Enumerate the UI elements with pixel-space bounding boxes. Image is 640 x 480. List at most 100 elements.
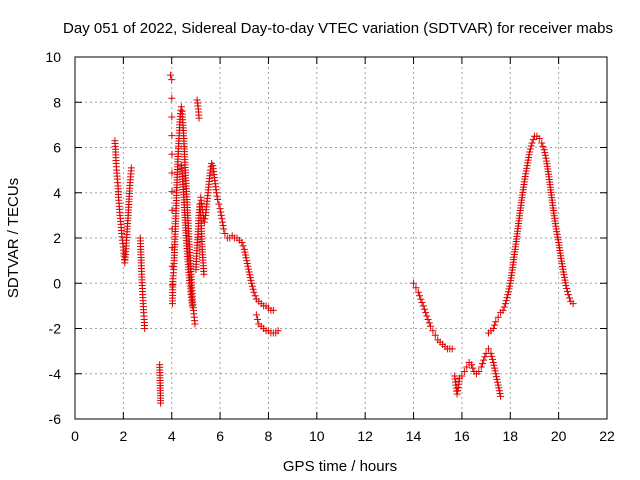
data-point xyxy=(539,142,547,150)
data-point xyxy=(200,270,208,278)
data-point xyxy=(201,215,209,223)
grid-lines xyxy=(75,57,607,419)
data-point xyxy=(269,306,277,314)
x-tick-label: 6 xyxy=(216,428,224,444)
data-point xyxy=(488,352,496,360)
data-point xyxy=(239,242,247,250)
data-point xyxy=(252,311,260,319)
data-point xyxy=(219,218,227,226)
data-point xyxy=(491,321,499,329)
data-point xyxy=(448,345,456,353)
data-point xyxy=(463,363,471,371)
data-point xyxy=(431,331,439,339)
data-point xyxy=(200,218,208,226)
data-point xyxy=(453,390,461,398)
data-point xyxy=(425,319,433,327)
data-point xyxy=(480,356,488,364)
data-point xyxy=(492,318,500,326)
data-point xyxy=(168,132,176,140)
data-point xyxy=(167,71,175,79)
data-point xyxy=(168,94,176,102)
y-tick-label: 2 xyxy=(53,230,61,246)
data-point xyxy=(168,206,176,214)
x-tick-label: 2 xyxy=(119,428,127,444)
x-tick-label: 16 xyxy=(454,428,470,444)
data-point xyxy=(127,164,135,172)
data-points xyxy=(111,71,577,407)
data-point xyxy=(526,145,534,153)
data-point xyxy=(475,367,483,375)
data-point xyxy=(458,372,466,380)
data-point xyxy=(569,300,577,308)
x-tick-label: 22 xyxy=(599,428,615,444)
y-tick-label: 4 xyxy=(53,185,61,201)
y-tick-label: -4 xyxy=(49,366,62,382)
data-point xyxy=(213,192,221,200)
data-point xyxy=(481,353,489,361)
data-point xyxy=(526,148,534,156)
data-point xyxy=(250,288,258,296)
data-point xyxy=(499,306,507,314)
data-point xyxy=(218,215,226,223)
data-point xyxy=(221,229,229,237)
x-axis-title: GPS time / hours xyxy=(283,458,397,475)
data-point xyxy=(489,355,497,363)
data-point xyxy=(503,294,511,302)
data-point xyxy=(414,288,422,296)
data-point xyxy=(419,302,427,310)
data-point xyxy=(529,136,537,144)
data-point xyxy=(410,279,418,287)
data-point xyxy=(249,285,257,293)
data-point xyxy=(420,305,428,313)
data-point xyxy=(562,282,570,290)
data-point xyxy=(494,313,502,321)
data-point xyxy=(416,292,424,300)
data-point xyxy=(191,320,199,328)
y-tick-label: 0 xyxy=(53,275,61,291)
data-point xyxy=(426,322,434,330)
data-point xyxy=(254,315,262,323)
x-tick-label: 14 xyxy=(406,428,422,444)
data-point xyxy=(468,361,476,369)
data-point xyxy=(188,302,196,310)
y-axis-title: SDTVAR / TECUs xyxy=(5,178,22,298)
data-point xyxy=(216,205,224,213)
data-point xyxy=(422,309,430,317)
data-point xyxy=(528,139,536,147)
data-point xyxy=(251,292,259,300)
data-point xyxy=(248,282,256,290)
data-point xyxy=(214,196,222,204)
data-point xyxy=(487,349,495,357)
chart-title: Day 051 of 2022, Sidereal Day-to-day VTE… xyxy=(63,20,613,37)
data-point xyxy=(477,363,485,371)
data-point xyxy=(478,360,486,368)
data-point xyxy=(418,298,426,306)
x-tick-label: 18 xyxy=(502,428,518,444)
data-point xyxy=(274,327,282,335)
data-point xyxy=(429,327,437,335)
data-point xyxy=(212,189,220,197)
data-point xyxy=(535,134,543,142)
data-point xyxy=(217,208,225,216)
x-tick-label: 10 xyxy=(309,428,325,444)
data-point xyxy=(485,345,493,353)
x-tick-label: 20 xyxy=(551,428,567,444)
data-point xyxy=(219,222,227,230)
data-point xyxy=(454,387,462,395)
data-point xyxy=(563,285,571,293)
data-point xyxy=(502,297,510,305)
y-tick-label: 8 xyxy=(53,94,61,110)
data-point xyxy=(424,315,432,323)
data-point xyxy=(527,142,535,150)
data-point xyxy=(238,239,246,247)
data-point xyxy=(157,399,165,407)
data-point xyxy=(564,291,572,299)
data-point xyxy=(168,150,176,158)
data-point xyxy=(460,367,468,375)
data-point xyxy=(423,312,431,320)
y-tick-label: -6 xyxy=(49,411,62,427)
data-point xyxy=(141,325,149,332)
data-point xyxy=(177,103,185,111)
data-point xyxy=(412,284,420,292)
